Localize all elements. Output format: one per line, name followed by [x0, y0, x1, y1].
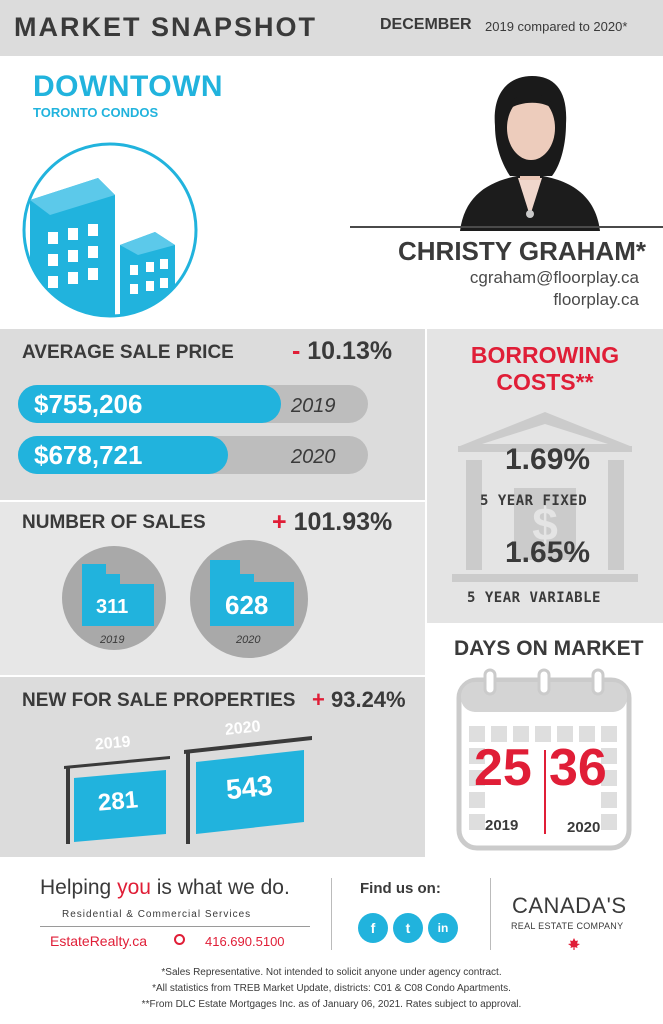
disclaimer-line: *Sales Representative. Not intended to s… — [161, 967, 502, 978]
fixed-rate: 1.69% — [505, 443, 591, 476]
sales-circle-2020 — [190, 540, 308, 658]
agent-website[interactable]: floorplay.ca — [553, 290, 639, 309]
listing-value-2020: 543 — [224, 769, 275, 806]
price-bar-track-2019 — [18, 385, 368, 423]
change-sign: + — [272, 508, 287, 536]
price-year-2019: 2019 — [291, 395, 336, 417]
footer-divider — [40, 926, 310, 927]
number-of-sales-change: + 101.93% — [272, 508, 392, 537]
disclaimer-line: **From DLC Estate Mortgages Inc. as of J… — [141, 999, 522, 1010]
borrowing-title-line1: BORROWING — [470, 342, 620, 368]
sales-circle-2019 — [62, 546, 166, 650]
listing-year-2019: 2019 — [94, 733, 132, 754]
price-bar-fill-2019 — [18, 385, 281, 423]
svg-text:$: $ — [532, 498, 558, 550]
days-value-2020: 36 — [549, 739, 607, 797]
change-value: 101.93% — [293, 508, 393, 536]
new-for-sale-change: + 93.24% — [312, 687, 406, 713]
agent-portrait — [440, 66, 620, 231]
variable-rate: 1.65% — [505, 536, 591, 569]
change-value: 10.13% — [307, 337, 393, 365]
change-sign: + — [312, 687, 325, 712]
days-year-2019: 2019 — [485, 817, 519, 834]
report-comparison: 2019 compared to 2020* — [485, 19, 628, 34]
variable-rate-label: 5 YEAR VARIABLE — [467, 590, 601, 606]
listing-value-2019: 281 — [96, 786, 140, 817]
average-sale-price-title: AVERAGE SALE PRICE — [22, 342, 234, 363]
linkedin-icon[interactable]: in — [428, 913, 458, 943]
services-subtitle: Residential & Commercial Services — [62, 909, 252, 920]
condo-building-icon — [22, 142, 198, 318]
number-of-sales-title: NUMBER OF SALES — [22, 512, 206, 533]
days-value-2019: 25 — [474, 739, 532, 797]
price-bar-fill-2020 — [18, 436, 228, 474]
facebook-icon[interactable]: f — [358, 913, 388, 943]
brand-tagline: REAL ESTATE COMPANY — [511, 921, 624, 931]
change-value: 93.24% — [330, 687, 406, 712]
change-sign: - — [292, 337, 301, 365]
page-title: MARKET SNAPSHOT — [14, 12, 318, 42]
header-bar — [0, 0, 663, 56]
listing-year-2020: 2020 — [224, 718, 262, 739]
sales-value-2020: 628 — [225, 590, 269, 620]
tagline-pre: Helping — [40, 876, 118, 899]
building-icon — [210, 560, 294, 626]
footer-separator — [490, 878, 491, 950]
price-value-2020: $678,721 — [34, 440, 143, 470]
borrowing-title-line2: COSTS** — [496, 369, 594, 395]
company-phone[interactable]: 416.690.5100 — [205, 934, 285, 949]
maple-leaf-icon — [568, 938, 580, 950]
sales-value-2019: 311 — [96, 596, 129, 618]
location-subtitle: TORONTO CONDOS — [33, 105, 159, 120]
brand-name: CANADA'S — [512, 893, 627, 918]
location-title: DOWNTOWN — [33, 70, 224, 103]
tagline: Helping you is what we do. — [40, 876, 290, 900]
disclaimer-line: *All statistics from TREB Market Update,… — [152, 983, 511, 994]
agent-divider — [350, 226, 663, 228]
agent-email[interactable]: cgraham@floorplay.ca — [469, 268, 639, 287]
footer-separator — [331, 878, 332, 950]
for-sale-signs-icon — [64, 736, 312, 844]
new-for-sale-title: NEW FOR SALE PROPERTIES — [22, 690, 296, 711]
days-year-2020: 2020 — [567, 819, 601, 836]
find-us-label: Find us on: — [360, 880, 441, 897]
sales-year-2019: 2019 — [100, 634, 125, 646]
price-value-2019: $755,206 — [34, 389, 143, 419]
report-month: DECEMBER — [380, 16, 472, 33]
phone-icon — [174, 934, 185, 945]
tagline-emphasis: you — [117, 876, 151, 899]
sales-year-2020: 2020 — [236, 634, 261, 646]
fixed-rate-label: 5 YEAR FIXED — [480, 493, 588, 509]
tagline-post: is what we do. — [150, 876, 290, 899]
price-bar-track-2020 — [18, 436, 368, 474]
company-website-link[interactable]: EstateRealty.ca — [50, 933, 148, 949]
calendar-icon — [456, 668, 632, 851]
days-on-market-title: DAYS ON MARKET — [454, 637, 644, 660]
average-sale-price-change: - 10.13% — [292, 337, 392, 366]
price-year-2020: 2020 — [291, 446, 336, 468]
bank-icon: $ — [452, 412, 638, 582]
building-icon — [82, 564, 154, 626]
borrowing-costs-title: BORROWING COSTS** — [427, 342, 663, 396]
agent-name: CHRISTY GRAHAM* — [398, 236, 646, 266]
twitter-icon[interactable]: t — [393, 913, 423, 943]
